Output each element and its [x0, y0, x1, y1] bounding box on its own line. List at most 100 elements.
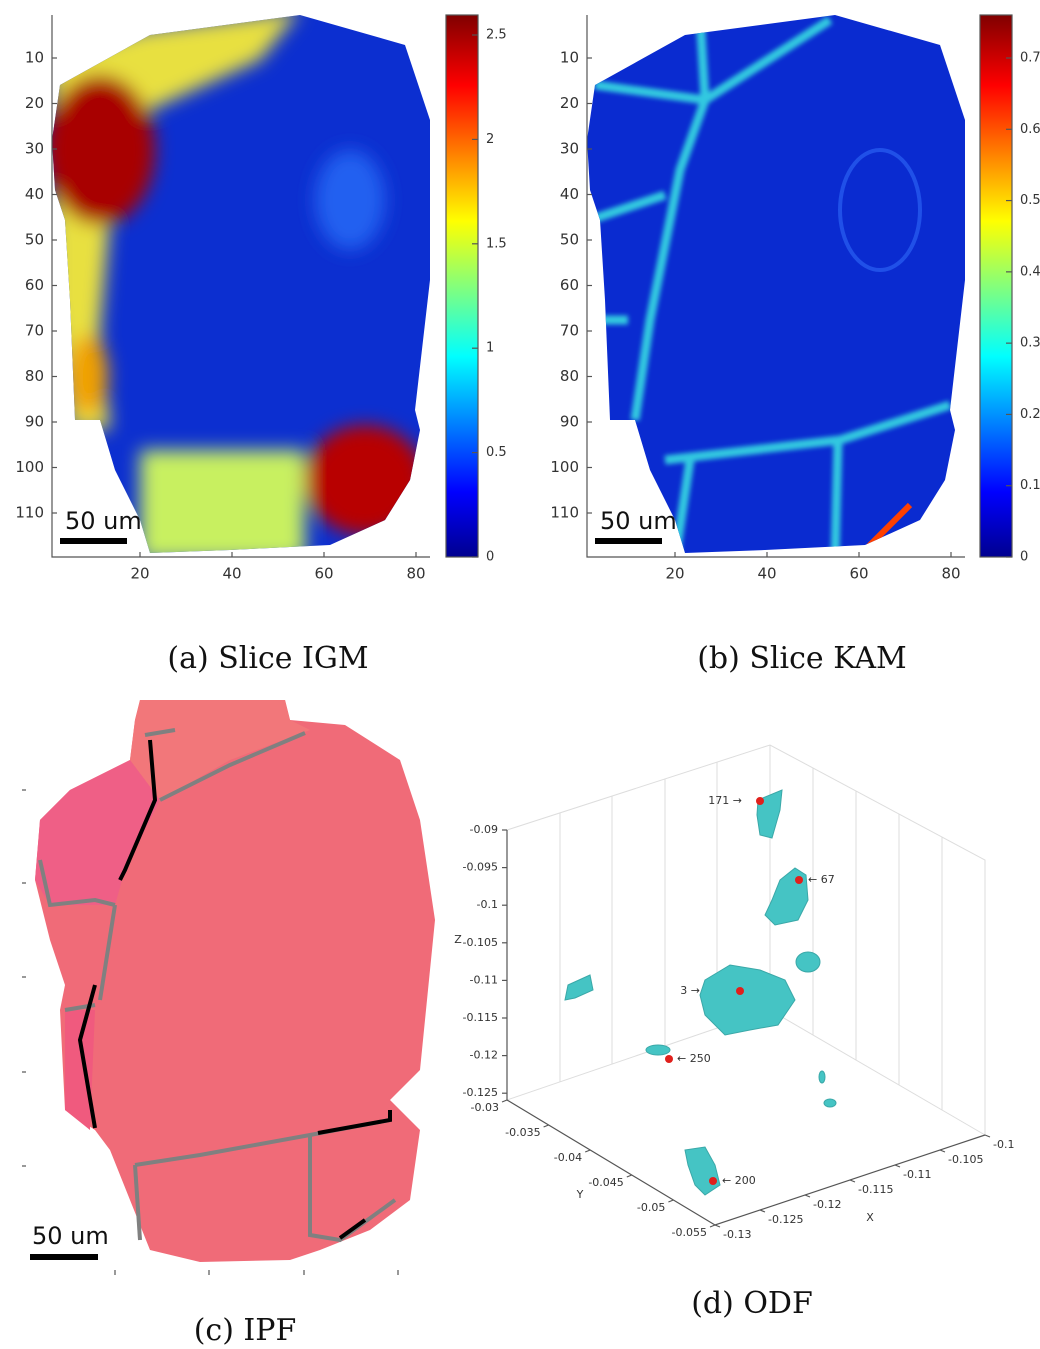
y-tick-label: -0.03 — [471, 1101, 499, 1114]
scale-bar-label: 50 um — [32, 1222, 109, 1250]
kam-map — [587, 15, 965, 553]
scale-bar — [595, 538, 662, 544]
y-tick — [709, 1224, 716, 1228]
y-tick-label: 110 — [550, 504, 579, 522]
colorbar-tick-label: 1.5 — [486, 236, 507, 251]
caption: (b) Slice KAM — [697, 641, 907, 676]
annotation: ← 67 — [808, 873, 835, 886]
axes — [51, 15, 430, 558]
axis-label: Z — [454, 933, 462, 946]
colorbar-tick-label: 0.5 — [1020, 193, 1040, 208]
y-tick — [543, 1124, 549, 1128]
x-tick-label: 40 — [757, 565, 776, 583]
axis-label: X — [866, 1211, 874, 1224]
y-tick-label: 80 — [560, 367, 579, 385]
axes — [586, 15, 965, 558]
y-tick-label: -0.05 — [637, 1201, 665, 1214]
x-tick-label: -0.12 — [813, 1198, 841, 1211]
ipf-map — [35, 700, 435, 1262]
annotation: 3 → — [680, 984, 700, 997]
x-tick-label: 20 — [130, 565, 149, 583]
scale-bar-label: 50 um — [600, 507, 677, 535]
z-tick-label: -0.12 — [470, 1049, 498, 1062]
x-tick — [939, 1149, 946, 1153]
colorbar-frame — [445, 14, 479, 558]
y-tick-label: 10 — [560, 49, 579, 67]
x-tick-label: -0.11 — [903, 1168, 931, 1181]
x-tick-label: 20 — [665, 565, 684, 583]
colorbar — [446, 15, 478, 557]
y-tick-label: -0.035 — [505, 1126, 540, 1139]
x-tick-label: -0.125 — [768, 1213, 803, 1226]
colorbar-tick-label: 0 — [1020, 550, 1028, 565]
x-tick — [804, 1194, 811, 1198]
y-tick-label: 30 — [25, 140, 44, 158]
y-tick-label: 20 — [25, 94, 44, 112]
z-tick-label: -0.1 — [477, 898, 498, 911]
colorbar-tick-label: 0.6 — [1020, 122, 1040, 137]
x-tick-label: -0.1 — [993, 1138, 1014, 1151]
z-tick-label: -0.09 — [470, 823, 498, 836]
odf-isosurfaces — [564, 789, 837, 1196]
scale-bar-label: 50 um — [65, 507, 142, 535]
colorbar-tick-label: 0.4 — [1020, 264, 1040, 279]
x-tick-label: 60 — [849, 565, 868, 583]
colorbar-tick-label: 0.3 — [1020, 336, 1040, 351]
axis-label: Y — [576, 1188, 584, 1201]
igm-map — [52, 15, 430, 553]
y-tick-label: 40 — [560, 185, 579, 203]
y-tick-label: 40 — [25, 185, 44, 203]
colorbar — [980, 15, 1012, 557]
y-tick-label: 50 — [25, 231, 44, 249]
z-tick-label: -0.105 — [463, 936, 498, 949]
scale-bar — [60, 538, 127, 544]
colorbar-tick-label: 2.5 — [486, 28, 507, 43]
caption: (d) ODF — [691, 1286, 813, 1321]
y-tick-label: 100 — [550, 458, 579, 476]
z-tick-label: -0.115 — [463, 1011, 498, 1024]
x-tick — [984, 1134, 991, 1138]
y-tick — [668, 1199, 674, 1203]
y-tick-label: -0.04 — [554, 1151, 582, 1164]
z-tick-label: -0.095 — [463, 861, 498, 874]
y-tick-label: 90 — [25, 413, 44, 431]
y-tick-label: 70 — [560, 322, 579, 340]
caption: (a) Slice IGM — [167, 641, 368, 676]
colorbar-frame — [979, 14, 1013, 558]
y-tick — [584, 1149, 591, 1153]
y-tick-label: 60 — [25, 276, 44, 294]
scale-bar — [30, 1254, 98, 1260]
colorbar-tick-label: 0.5 — [486, 445, 507, 460]
y-tick-label: -0.055 — [672, 1226, 707, 1239]
y-tick-label: 30 — [560, 140, 579, 158]
ipf-axis-ticks — [22, 789, 399, 1275]
y-tick — [501, 1099, 508, 1103]
y-tick-label: 20 — [560, 94, 579, 112]
colorbar-tick-label: 0 — [486, 550, 494, 565]
colorbar-tick-label: 1 — [486, 341, 494, 356]
y-tick-label: 80 — [25, 367, 44, 385]
colorbar-tick-label: 0.2 — [1020, 407, 1040, 422]
y-tick-label: 50 — [560, 231, 579, 249]
x-tick — [759, 1209, 766, 1213]
x-tick — [849, 1179, 856, 1183]
caption: (c) IPF — [194, 1313, 297, 1348]
y-tick-label: 100 — [15, 458, 44, 476]
y-tick-label: -0.045 — [588, 1176, 623, 1189]
annotation: ← 250 — [677, 1052, 711, 1065]
y-tick-label: 10 — [25, 49, 44, 67]
annotation: 171 → — [708, 794, 742, 807]
y-tick — [626, 1174, 633, 1178]
x-tick-label: 60 — [314, 565, 333, 583]
y-tick-label: 90 — [560, 413, 579, 431]
annotation: ← 200 — [722, 1174, 756, 1187]
odf-peaks — [665, 797, 803, 1185]
x-tick-label: -0.115 — [858, 1183, 893, 1196]
colorbar-tick-label: 0.7 — [1020, 51, 1040, 66]
x-tick-label: 80 — [941, 565, 960, 583]
y-tick-label: 70 — [25, 322, 44, 340]
x-tick — [714, 1224, 721, 1228]
z-tick-label: -0.11 — [470, 973, 498, 986]
x-tick-label: -0.13 — [723, 1228, 751, 1241]
